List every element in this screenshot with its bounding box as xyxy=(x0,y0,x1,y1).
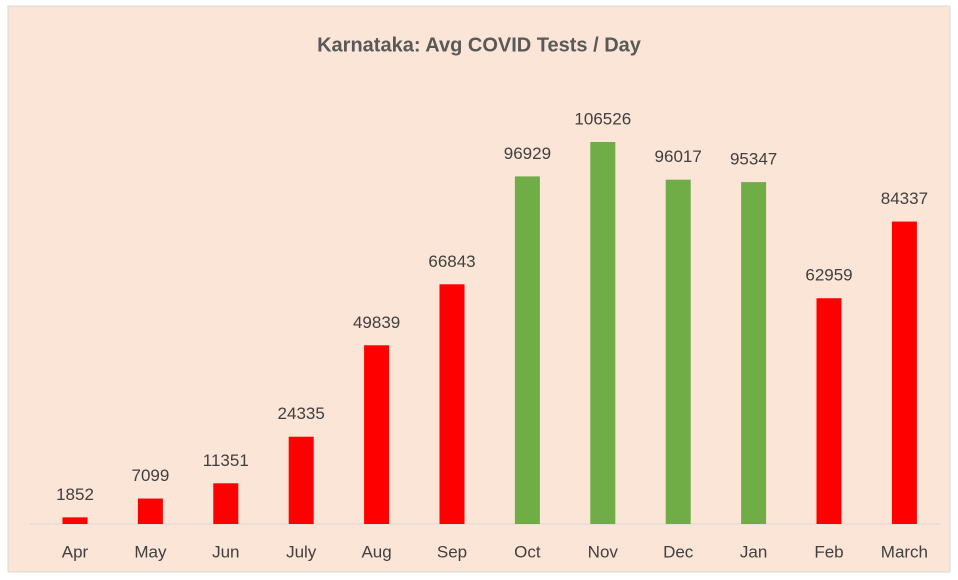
x-tick-label: Feb xyxy=(814,542,843,561)
chart-background xyxy=(7,5,951,573)
data-label: 66843 xyxy=(428,252,475,271)
data-label: 1852 xyxy=(56,485,94,504)
bar xyxy=(439,284,465,524)
x-tick-label: Jun xyxy=(212,542,239,561)
data-label: 49839 xyxy=(353,313,400,332)
data-label: 62959 xyxy=(805,266,852,285)
bar xyxy=(816,298,842,524)
bar xyxy=(514,176,540,524)
bar xyxy=(665,179,691,524)
data-label: 96017 xyxy=(655,147,702,166)
data-label: 24335 xyxy=(278,404,325,423)
x-tick-label: July xyxy=(286,542,317,561)
data-label: 106526 xyxy=(574,109,631,128)
x-tick-label: Aug xyxy=(361,542,391,561)
chart-title: Karnataka: Avg COVID Tests / Day xyxy=(317,34,642,56)
bar xyxy=(137,498,163,524)
x-tick-label: Oct xyxy=(514,542,541,561)
bar xyxy=(364,345,390,524)
data-label: 96929 xyxy=(504,144,551,163)
data-label: 95347 xyxy=(730,150,777,169)
x-tick-label: Jan xyxy=(740,542,767,561)
x-tick-label: Apr xyxy=(62,542,89,561)
bar xyxy=(741,182,767,525)
bar xyxy=(288,436,314,524)
bar xyxy=(590,142,616,524)
data-label: 11351 xyxy=(203,451,249,470)
bar xyxy=(62,517,88,524)
bar xyxy=(213,483,239,524)
x-tick-label: March xyxy=(881,542,928,561)
x-tick-label: Dec xyxy=(663,542,694,561)
bar xyxy=(891,221,917,525)
data-label: 7099 xyxy=(131,466,169,485)
data-label: 84337 xyxy=(881,189,928,208)
x-tick-label: Nov xyxy=(588,542,619,561)
x-tick-label: May xyxy=(134,542,167,561)
x-tick-label: Sep xyxy=(437,542,467,561)
